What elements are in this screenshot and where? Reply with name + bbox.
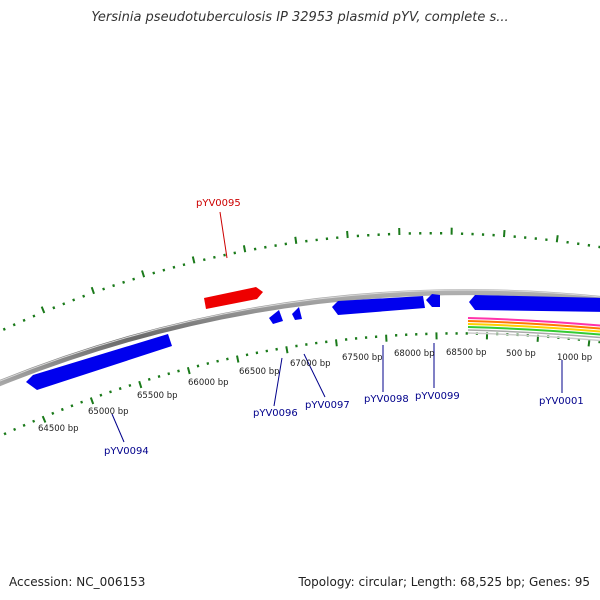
tick-label-64500: 64500 bp <box>38 424 79 434</box>
outer-tick-7 <box>62 302 66 306</box>
gene-label-pYV0001[interactable]: pYV0001 <box>539 396 584 407</box>
outer-tick-11 <box>102 287 106 291</box>
outer-tick-14 <box>132 277 136 281</box>
inner-tick-60 <box>587 339 591 347</box>
outer-tick-50 <box>503 230 506 238</box>
outer-tick-25 <box>242 245 247 253</box>
outer-tick-2 <box>12 323 16 327</box>
inner-tick-7 <box>60 407 64 412</box>
tick-label-66500: 66500 bp <box>239 367 280 377</box>
outer-tick-13 <box>122 280 126 284</box>
inner-tick-14 <box>128 383 132 387</box>
gene-label-pYV0098[interactable]: pYV0098 <box>364 394 409 405</box>
gene-pYV0098-arrow[interactable] <box>332 296 425 315</box>
inner-tick-21 <box>196 364 200 368</box>
gene-pYV0001-arrow[interactable] <box>469 295 600 312</box>
topology-summary-text: Topology: circular; Length: 68,525 bp; G… <box>298 575 590 589</box>
plasmid-backbone <box>0 289 600 387</box>
inner-tick-19 <box>177 369 180 373</box>
inner-tick-23 <box>216 359 219 363</box>
inner-tick-11 <box>99 393 103 397</box>
inner-tick-5 <box>41 415 47 423</box>
outer-tick-19 <box>182 263 186 267</box>
gene-label-pYV0099[interactable]: pYV0099 <box>415 391 460 402</box>
inner-tick-35 <box>335 339 338 347</box>
gene-leader-lines <box>111 211 563 443</box>
outer-tick-15 <box>141 270 146 278</box>
inner-tick-ring <box>3 332 600 436</box>
outer-tick-1 <box>2 327 6 331</box>
tick-label-65500: 65500 bp <box>137 391 178 401</box>
gene-pYV0096-arrow[interactable] <box>269 310 283 324</box>
inner-tick-15 <box>138 380 143 389</box>
tick-label-500: 500 bp <box>506 349 536 359</box>
outer-tick-22 <box>213 255 216 259</box>
inner-tick-26 <box>245 353 249 357</box>
inner-tick-13 <box>118 387 122 391</box>
gene-label-pYV0096[interactable]: pYV0096 <box>253 408 298 419</box>
tick-label-66000: 66000 bp <box>188 378 229 388</box>
inner-tick-17 <box>157 374 161 379</box>
inner-tick-2 <box>13 427 17 432</box>
inner-tick-20 <box>186 366 191 375</box>
outer-tick-35 <box>346 230 349 239</box>
outer-tick-24 <box>233 251 237 255</box>
inner-tick-1 <box>3 432 7 436</box>
outer-tick-26 <box>253 247 257 251</box>
outer-tick-16 <box>152 271 156 275</box>
outer-tick-3 <box>22 318 26 322</box>
tick-label-65000: 65000 bp <box>88 407 129 417</box>
inner-tick-10 <box>89 397 95 405</box>
gene-label-pYV0094[interactable]: pYV0094 <box>104 446 149 457</box>
outer-tick-10 <box>90 286 95 295</box>
gene-label-pYV0095[interactable]: pYV0095 <box>196 198 241 209</box>
outer-tick-4 <box>32 314 36 318</box>
gene-pYV0099-arrow[interactable] <box>426 294 440 307</box>
map-title: Yersinia pseudotuberculosis IP 32953 pla… <box>91 10 509 25</box>
inner-tick-12 <box>109 390 112 394</box>
gc-content-rings <box>467 317 600 342</box>
tick-label-67000: 67000 bp <box>290 359 331 369</box>
tick-label-68500: 68500 bp <box>446 348 487 358</box>
outer-tick-9 <box>82 294 86 298</box>
inner-tick-3 <box>22 423 26 427</box>
gene-label-pYV0097[interactable]: pYV0097 <box>305 400 350 411</box>
outer-tick-6 <box>52 306 56 310</box>
inner-tick-29 <box>275 347 278 351</box>
outer-tick-17 <box>162 268 166 272</box>
inner-tick-4 <box>32 419 36 423</box>
gene-pYV0095-arrow[interactable] <box>204 287 263 309</box>
gene-pYV0097-arrow[interactable] <box>292 307 302 320</box>
outer-tick-12 <box>112 284 116 288</box>
outer-tick-27 <box>264 245 267 249</box>
inner-tick-9 <box>80 400 84 404</box>
inner-tick-22 <box>206 362 210 365</box>
outer-tick-21 <box>202 258 206 262</box>
tick-label-68000: 68000 bp <box>394 349 435 359</box>
accession-text: Accession: NC_006153 <box>9 575 146 589</box>
outer-tick-55 <box>555 235 559 243</box>
outer-tick-8 <box>72 298 76 302</box>
outer-tick-30 <box>294 236 298 244</box>
inner-tick-18 <box>167 372 171 376</box>
inner-tick-6 <box>51 411 55 415</box>
inner-tick-25 <box>236 355 240 363</box>
gene-pYV0094-arrow[interactable] <box>26 334 172 390</box>
outer-tick-20 <box>191 256 196 264</box>
plasmid-backbone-highlight <box>0 289 600 382</box>
outer-tick-23 <box>223 253 226 257</box>
inner-tick-8 <box>70 404 74 408</box>
tick-label-67500: 67500 bp <box>342 353 383 363</box>
outer-tick-18 <box>172 265 176 269</box>
outer-tick-5 <box>40 306 46 314</box>
inner-tick-30 <box>285 346 289 354</box>
tick-label-1000: 1000 bp <box>557 353 592 363</box>
inner-tick-16 <box>147 377 151 381</box>
inner-tick-24 <box>226 357 229 361</box>
